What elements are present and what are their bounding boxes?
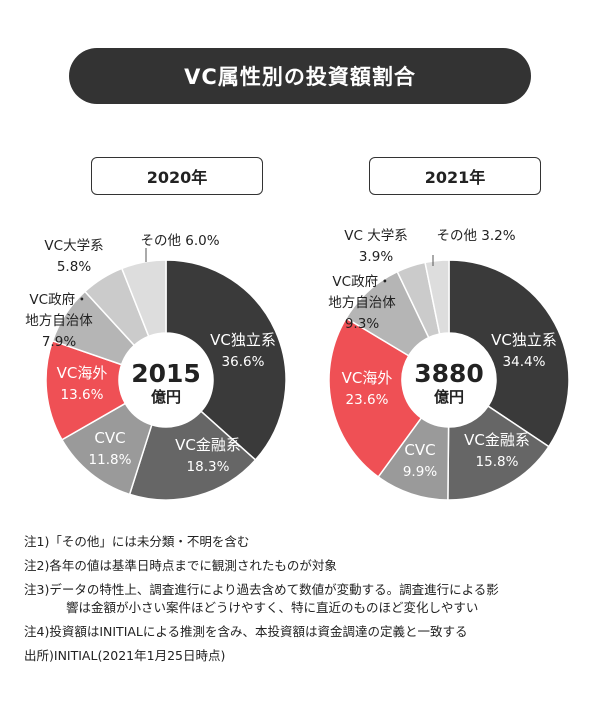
note-1: 注1)「その他」には未分類・不明を含む [24, 533, 584, 551]
slice-value-label: 9.9% [403, 464, 437, 480]
total-value: 2015 [131, 359, 201, 388]
slice-value-label: 36.6% [222, 354, 265, 370]
slice-vc-independent [448, 259, 570, 448]
slice-label: VC独立系 [491, 331, 557, 349]
note-3: 注3)データの特性上、調査進行により過去含めて数値が変動する。調査進行による影 … [24, 581, 584, 617]
slice-label: その他 3.2% [436, 228, 515, 244]
slice-value-label: 9.3% [345, 316, 379, 332]
slice-label: VC金融系 [175, 436, 241, 454]
donut-charts: 2015億円VC独立系36.6%VC金融系18.3%CVC11.8%VC海外13… [25, 228, 570, 501]
slice-label: 地方自治体 [328, 295, 396, 311]
note-line: 注4)投資額はINITIALによる推測を含み、本投資額は資金調達の定義と一致する [24, 624, 468, 639]
slice-value-label: 5.8% [57, 259, 91, 275]
slice-label: VC大学系 [44, 238, 103, 254]
slice-value-label: 18.3% [187, 459, 230, 475]
total-value: 3880 [414, 359, 484, 388]
slice-value-label: 23.6% [346, 392, 389, 408]
slice-vc-financial [128, 410, 257, 501]
slice-value-label: 11.8% [89, 452, 132, 468]
page-title: VC属性別の投資額割合 [69, 48, 531, 104]
note-2: 注2)各年の値は基準日時点までに観測されたものが対象 [24, 557, 584, 575]
note-line: 響は金額が小さい案件ほどうけやすく、特に直近のものほど変化しやすい [66, 600, 479, 615]
note-line: 出所)INITIAL(2021年1月25日時点) [24, 648, 226, 663]
total-unit: 億円 [151, 388, 181, 406]
slice-label: 地方自治体 [25, 313, 93, 329]
slice-label: VC金融系 [464, 431, 530, 449]
slice-label: VC 大学系 [344, 228, 407, 244]
year-label-2021: 2021年 [369, 157, 541, 195]
slice-label: VC独立系 [210, 331, 276, 349]
slice-label: CVC [94, 429, 125, 447]
source-note: 出所)INITIAL(2021年1月25日時点) [24, 647, 584, 665]
slice-other [120, 259, 167, 338]
slice-label: VC海外 [57, 364, 108, 382]
slice-vc-overseas [328, 317, 423, 478]
total-unit: 億円 [434, 388, 464, 406]
footnotes: 注1)「その他」には未分類・不明を含む 注2)各年の値は基準日時点までに観測され… [24, 533, 584, 671]
slice-label: CVC [404, 441, 435, 459]
note-line: 注3)データの特性上、調査進行により過去含めて数値が変動する。調査進行による影 [24, 582, 499, 597]
slice-value-label: 13.6% [61, 387, 104, 403]
slice-value-label: 34.4% [503, 354, 546, 370]
slice-vc-financial [447, 405, 550, 501]
slice-value-label: 7.9% [42, 334, 76, 350]
note-line: 注2)各年の値は基準日時点までに観測されたものが対象 [24, 558, 337, 573]
slice-label: VC政府・ [29, 292, 88, 308]
slice-label: その他 6.0% [140, 233, 219, 249]
note-line: 注1)「その他」には未分類・不明を含む [24, 534, 250, 549]
year-label-2020: 2020年 [91, 157, 263, 195]
slice-vc-independent [165, 259, 287, 461]
slice-value-label: 3.9% [359, 249, 393, 265]
note-4: 注4)投資額はINITIALによる推測を含み、本投資額は資金調達の定義と一致する [24, 623, 584, 641]
slice-value-label: 15.8% [476, 454, 519, 470]
slice-label: VC海外 [342, 369, 393, 387]
slice-label: VC政府・ [332, 274, 391, 290]
